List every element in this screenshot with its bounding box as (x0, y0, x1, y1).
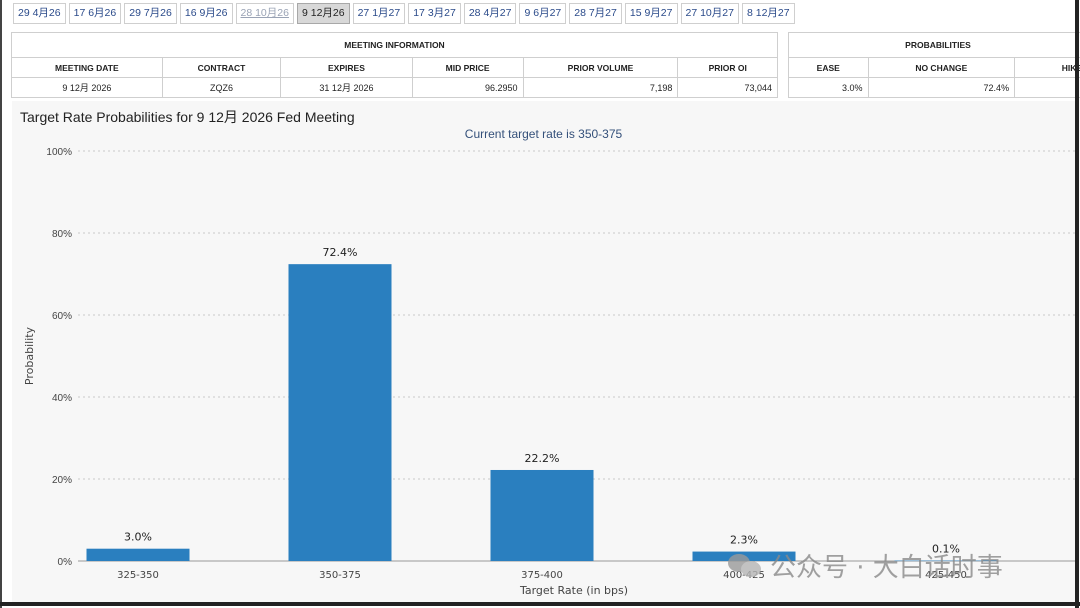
meeting-information-table: MEETING INFORMATION MEETING DATE CONTRAC… (11, 32, 778, 98)
tab-meeting-6[interactable]: 27 1月27 (352, 3, 406, 24)
probabilities-table: PROBABILITIES EASE NO CHANGE HIKE 3.0% 7… (788, 32, 1080, 98)
x-tick-label: 425-450 (925, 570, 967, 581)
tab-meeting-13[interactable]: 8 12月27 (741, 3, 795, 24)
cell-mid-price: 96.2950 (411, 77, 524, 98)
tab-meeting-7[interactable]: 17 3月27 (408, 3, 461, 24)
meeting-date-tabs: 29 4月26 17 6月26 29 7月26 16 9月26 28 10月26 9 12… (13, 3, 795, 24)
chart-panel: Target Rate Probabilities for 9 12月 2026… (12, 101, 1075, 602)
y-tick-label: 0% (58, 557, 73, 568)
y-tick-label: 100% (46, 147, 72, 158)
tab-meeting-4[interactable]: 28 10月26 (235, 3, 294, 24)
cell-meeting-date: 9 12月 2026 (11, 77, 163, 98)
data-label: 3.0% (124, 531, 152, 544)
tab-meeting-5[interactable]: 9 12月26 (296, 3, 350, 24)
cell-prior-oi: 73,044 (677, 77, 778, 98)
x-tick-label: 325-350 (117, 570, 159, 581)
tab-meeting-8[interactable]: 28 4月27 (463, 3, 517, 24)
chart-subtitle: Current target rate is 350-375 (464, 127, 623, 141)
header-ease: EASE (788, 57, 869, 78)
bar-425-450 (894, 560, 998, 562)
tab-meeting-0[interactable]: 29 4月26 (13, 3, 66, 24)
watermark-text: 公众号 · 大白话时事 (770, 552, 1003, 583)
y-tick-label: 20% (52, 475, 72, 486)
data-label: 22.2% (525, 452, 560, 465)
window-left-border (0, 0, 2, 608)
bar-350-375 (288, 264, 392, 561)
wechat-logo-icon (728, 552, 762, 578)
data-label: 72.4% (323, 246, 358, 259)
tab-meeting-11[interactable]: 15 9月27 (624, 3, 678, 24)
meeting-info-title: MEETING INFORMATION (11, 32, 778, 58)
y-tick-label: 60% (52, 311, 72, 322)
header-hike: HIKE (1014, 57, 1080, 78)
y-tick-label: 40% (52, 393, 72, 404)
tab-meeting-9[interactable]: 9 6月27 (519, 3, 567, 24)
cell-hike (1014, 77, 1080, 98)
x-tick-label: 350-375 (319, 570, 361, 581)
cell-contract: ZQZ6 (161, 77, 282, 98)
y-axis-label: Probability (23, 326, 36, 385)
bar-375-400 (490, 469, 594, 561)
y-tick-label: 80% (52, 229, 72, 240)
bar-chart: 0% 20% 40% 60% 80% 100% 3.0% 325-350 72.4% 350-37… (23, 147, 1075, 597)
bar-325-350 (86, 548, 190, 561)
table-row: 3.0% 72.4% (788, 77, 1080, 98)
tab-meeting-3[interactable]: 16 9月26 (179, 3, 233, 24)
cell-prior-volume: 7,198 (522, 77, 679, 98)
window-bottom-border (0, 602, 1080, 606)
header-expires: EXPIRES (280, 57, 413, 78)
header-prior-oi: PRIOR OI (677, 57, 778, 78)
table-row: 9 12月 2026 ZQZ6 31 12月 2026 96.2950 7,19… (11, 77, 778, 98)
data-label: 0.1% (932, 543, 960, 556)
header-meeting-date: MEETING DATE (11, 57, 163, 78)
chart-title: Target Rate Probabilities for 9 12月 2026… (20, 109, 355, 125)
tab-meeting-10[interactable]: 28 7月27 (569, 3, 622, 24)
cell-ease: 3.0% (788, 77, 869, 98)
watermark: 公众号 · 大白话时事 (728, 548, 1003, 583)
x-tick-label: 400-425 (723, 570, 765, 581)
header-mid-price: MID PRICE (411, 57, 524, 78)
header-contract: CONTRACT (161, 57, 282, 78)
x-axis-label: Target Rate (in bps) (519, 584, 628, 597)
header-prior-volume: PRIOR VOLUME (522, 57, 679, 78)
window-right-border (1075, 0, 1079, 608)
data-label: 2.3% (730, 534, 758, 547)
header-no-change: NO CHANGE (867, 57, 1016, 78)
x-tick-label: 375-400 (521, 570, 563, 581)
tab-meeting-1[interactable]: 17 6月26 (68, 3, 122, 24)
cell-no-change: 72.4% (867, 77, 1016, 98)
probabilities-title: PROBABILITIES (788, 32, 1080, 58)
tab-meeting-2[interactable]: 29 7月26 (124, 3, 177, 24)
tab-meeting-12[interactable]: 27 10月27 (680, 3, 739, 24)
cell-expires: 31 12月 2026 (280, 77, 413, 98)
